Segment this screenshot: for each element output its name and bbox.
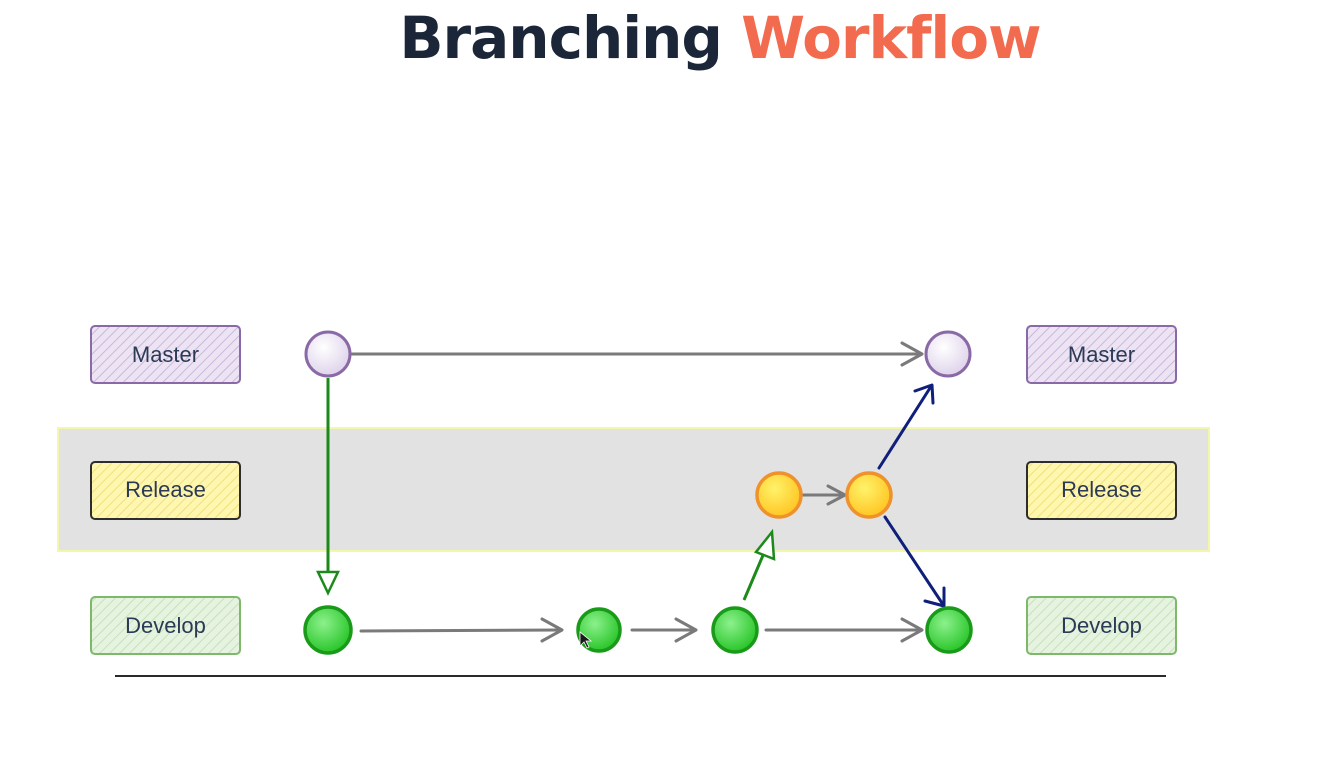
arrow-develop-1-to-2 xyxy=(359,617,564,643)
arrow-master-to-master xyxy=(350,341,924,367)
label-master-right: Master xyxy=(1026,325,1177,384)
label-release-right-text: Release xyxy=(1061,477,1142,502)
label-master-left: Master xyxy=(90,325,241,384)
label-release-left-text: Release xyxy=(125,477,206,502)
label-release-left: Release xyxy=(90,461,241,520)
arrow-release-to-master xyxy=(877,383,935,470)
develop-node-2 xyxy=(576,607,622,653)
master-node-start xyxy=(304,330,352,378)
arrow-develop-3-to-4 xyxy=(764,617,924,643)
release-node-2 xyxy=(845,471,893,519)
arrow-master-to-develop xyxy=(316,378,340,596)
develop-node-4 xyxy=(925,606,973,654)
label-master-right-text: Master xyxy=(1068,342,1135,367)
develop-node-1 xyxy=(303,605,353,655)
title-part-workflow: Workflow xyxy=(741,4,1041,72)
label-develop-left: Develop xyxy=(90,596,241,655)
arrow-develop-to-release xyxy=(742,528,776,601)
page-title: Branching Workflow xyxy=(0,0,1327,76)
label-develop-right: Develop xyxy=(1026,596,1177,655)
arrow-develop-2-to-3 xyxy=(630,617,698,643)
title-part-branching: Branching xyxy=(399,4,723,72)
release-band xyxy=(57,427,1210,552)
release-node-1 xyxy=(755,471,803,519)
label-develop-left-text: Develop xyxy=(125,613,206,638)
arrow-release-1-to-2 xyxy=(800,484,847,506)
label-develop-right-text: Develop xyxy=(1061,613,1142,638)
master-node-end xyxy=(924,330,972,378)
arrow-release-to-develop xyxy=(883,515,946,608)
mouse-cursor-icon xyxy=(579,631,593,649)
develop-node-3 xyxy=(711,606,759,654)
label-master-left-text: Master xyxy=(132,342,199,367)
label-release-right: Release xyxy=(1026,461,1177,520)
